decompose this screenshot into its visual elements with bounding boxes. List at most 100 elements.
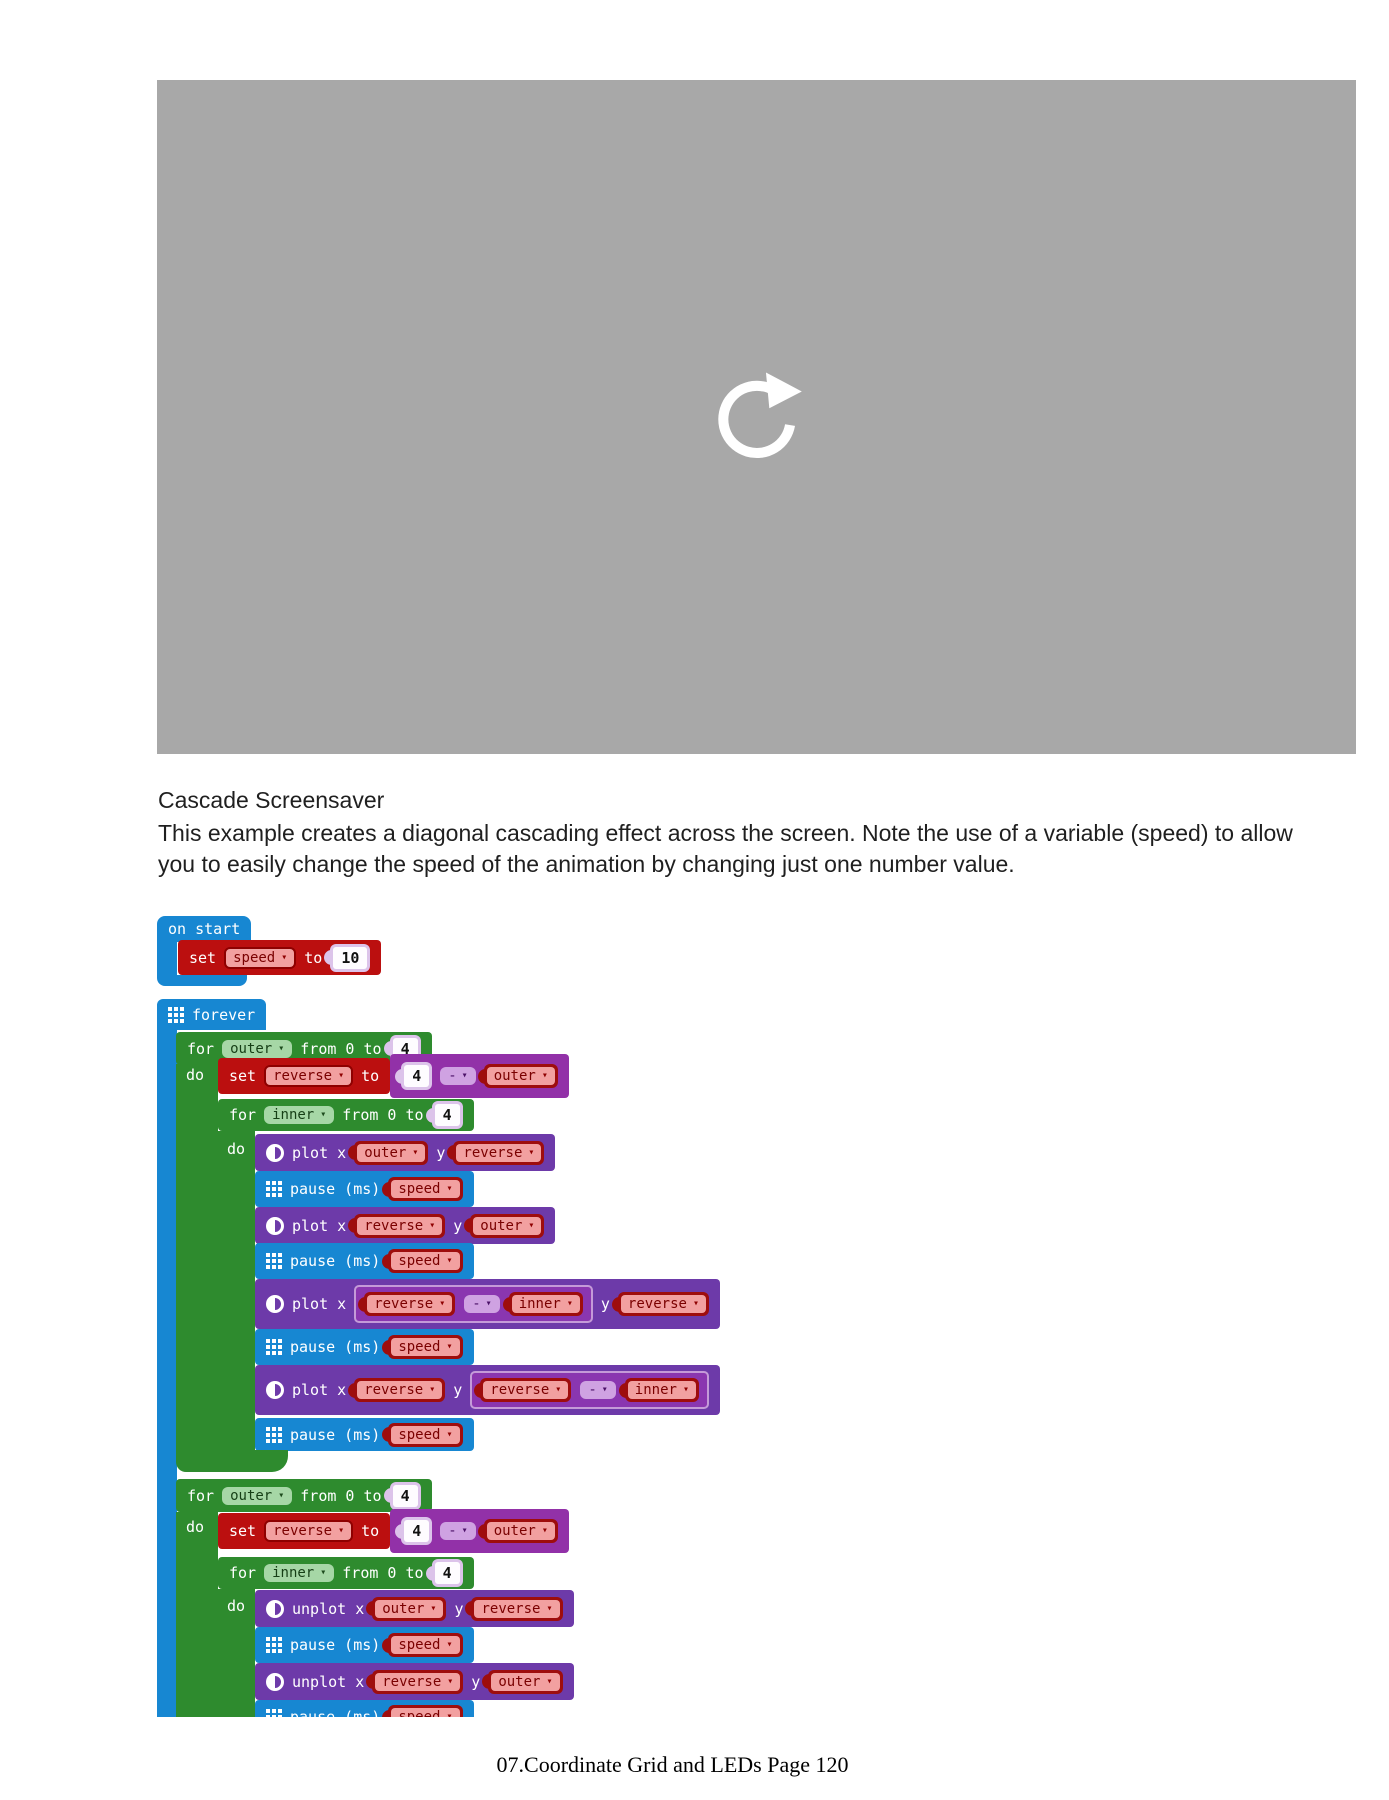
dropdown-arrow-icon: ▾ [485, 1298, 492, 1309]
math-subtract-block[interactable]: reverse ▾ - ▾ inner ▾ [354, 1285, 593, 1323]
variable-value[interactable]: inner ▾ [624, 1378, 699, 1402]
unplot-block[interactable]: unplot x outer ▾ y reverse ▾ [255, 1590, 574, 1627]
forever-block[interactable]: forever [157, 999, 267, 1030]
dropdown-arrow-icon: ▾ [541, 1525, 548, 1536]
for-loop-block[interactable]: for inner ▾ from 0 to 4 [218, 1557, 474, 1589]
operator-dropdown[interactable]: - ▾ [440, 1067, 476, 1085]
math-subtract-block[interactable]: reverse ▾ - ▾ inner ▾ [470, 1371, 709, 1409]
pause-block[interactable]: pause (ms) speed ▾ [255, 1627, 474, 1663]
variable-value[interactable]: outer ▾ [470, 1213, 545, 1238]
math-subtract-block[interactable]: 4 - ▾ outer ▾ [390, 1509, 569, 1553]
variable-value[interactable]: reverse ▾ [480, 1378, 572, 1402]
for-loop-block[interactable]: for inner ▾ from 0 to 4 [218, 1099, 474, 1131]
variable-value[interactable]: reverse ▾ [617, 1292, 709, 1316]
dropdown-arrow-icon: ▾ [338, 1525, 345, 1536]
number-slot[interactable]: 10 [330, 943, 371, 972]
dropdown-arrow-icon: ▾ [541, 1070, 548, 1081]
dropdown-arrow-icon: ▾ [566, 1298, 573, 1309]
variable-value[interactable]: outer ▾ [483, 1064, 558, 1088]
plot-block[interactable]: plot x reverse ▾ - ▾ inner ▾ y reverse ▾ [255, 1279, 720, 1329]
led-icon [266, 1143, 284, 1162]
dropdown-arrow-icon: ▾ [447, 1675, 454, 1687]
variable-dropdown[interactable]: outer ▾ [222, 1039, 293, 1058]
variable-value[interactable]: outer ▾ [372, 1596, 447, 1621]
variable-value[interactable]: reverse ▾ [453, 1140, 545, 1165]
dropdown-arrow-icon: ▾ [320, 1109, 327, 1120]
pause-block[interactable]: pause (ms) speed ▾ [255, 1171, 474, 1207]
variable-dropdown[interactable]: reverse ▾ [264, 1065, 354, 1087]
on-start-footer [157, 975, 247, 986]
variable-dropdown[interactable]: outer ▾ [222, 1486, 293, 1505]
variable-value[interactable]: outer ▾ [488, 1669, 563, 1694]
pause-block[interactable]: pause (ms) speed ▾ [255, 1243, 474, 1279]
set-variable-block[interactable]: set reverse ▾ to 4 - ▾ outer ▾ [218, 1509, 569, 1553]
dropdown-arrow-icon: ▾ [528, 1219, 535, 1231]
pause-block[interactable]: pause (ms) speed ▾ [255, 1700, 474, 1717]
dropdown-arrow-icon: ▾ [461, 1070, 468, 1081]
dropdown-arrow-icon: ▾ [601, 1384, 608, 1395]
on-start-spine [157, 941, 177, 976]
number-slot[interactable]: 4 [401, 1062, 433, 1090]
variable-value[interactable]: speed ▾ [388, 1249, 463, 1273]
section-title: Cascade Screensaver [158, 787, 385, 813]
variable-value[interactable]: inner ▾ [508, 1292, 583, 1316]
variable-value[interactable]: reverse ▾ [471, 1596, 563, 1621]
number-slot[interactable]: 4 [431, 1559, 463, 1587]
variable-value[interactable]: reverse ▾ [354, 1378, 446, 1402]
plot-block[interactable]: plot x reverse ▾ y reverse ▾ - ▾ inner ▾ [255, 1365, 720, 1415]
blocks-canvas: on start set speed ▾ to 10 forever for o… [0, 0, 1389, 1717]
for-loop-spine [176, 1512, 218, 1717]
for-loop-footer [176, 1450, 288, 1472]
variable-value[interactable]: speed ▾ [388, 1422, 463, 1447]
refresh-icon[interactable] [701, 359, 813, 476]
grid-icon [266, 1709, 282, 1717]
number-slot[interactable]: 4 [431, 1101, 463, 1129]
plot-block[interactable]: plot x outer ▾ y reverse ▾ [255, 1134, 556, 1171]
variable-value[interactable]: reverse ▾ [354, 1213, 446, 1238]
number-slot[interactable]: 4 [389, 1481, 421, 1510]
plot-block[interactable]: plot x reverse ▾ y outer ▾ [255, 1207, 556, 1244]
number-slot[interactable]: 4 [401, 1517, 433, 1545]
variable-value[interactable]: outer ▾ [354, 1140, 429, 1165]
pause-block[interactable]: pause (ms) speed ▾ [255, 1418, 474, 1451]
set-variable-block[interactable]: set reverse ▾ to 4 - ▾ outer ▾ [218, 1054, 569, 1098]
dropdown-arrow-icon: ▾ [412, 1146, 419, 1158]
led-icon [266, 1381, 284, 1399]
page-footer: 07.Coordinate Grid and LEDs Page 120 [496, 1752, 849, 1777]
dropdown-arrow-icon: ▾ [528, 1146, 535, 1158]
variable-dropdown[interactable]: reverse ▾ [264, 1520, 354, 1542]
led-icon [266, 1295, 284, 1313]
dropdown-arrow-icon: ▾ [461, 1525, 468, 1536]
operator-dropdown[interactable]: - ▾ [464, 1295, 500, 1313]
variable-value[interactable]: speed ▾ [388, 1335, 463, 1359]
dropdown-arrow-icon: ▾ [546, 1602, 553, 1614]
variable-dropdown[interactable]: inner ▾ [264, 1564, 335, 1582]
math-subtract-block[interactable]: 4 - ▾ outer ▾ [390, 1054, 569, 1098]
on-start-block[interactable]: on start [157, 916, 252, 942]
variable-value[interactable]: speed ▾ [388, 1705, 463, 1717]
variable-dropdown[interactable]: speed ▾ [224, 946, 297, 969]
variable-dropdown[interactable]: inner ▾ [264, 1106, 335, 1124]
grid-icon [266, 1426, 282, 1443]
variable-value[interactable]: outer ▾ [483, 1519, 558, 1543]
forever-spine [157, 1029, 177, 1717]
variable-value[interactable]: speed ▾ [388, 1633, 463, 1657]
unplot-block[interactable]: unplot x reverse ▾ y outer ▾ [255, 1663, 574, 1700]
led-icon [266, 1216, 284, 1235]
variable-value[interactable]: reverse ▾ [364, 1292, 456, 1316]
for-loop-block[interactable]: for outer ▾ from 0 to 4 [176, 1479, 432, 1512]
variable-value[interactable]: speed ▾ [388, 1177, 463, 1201]
dropdown-arrow-icon: ▾ [278, 1489, 285, 1501]
for-loop-spine [218, 1131, 255, 1452]
dropdown-arrow-icon: ▾ [430, 1602, 437, 1614]
operator-dropdown[interactable]: - ▾ [440, 1522, 476, 1540]
grid-icon [266, 1339, 282, 1355]
pause-block[interactable]: pause (ms) speed ▾ [255, 1329, 474, 1365]
do-label: do [227, 1140, 246, 1158]
grid-icon [266, 1253, 282, 1269]
dropdown-arrow-icon: ▾ [446, 1183, 453, 1194]
dropdown-arrow-icon: ▾ [682, 1384, 689, 1395]
set-variable-block[interactable]: set speed ▾ to 10 [178, 940, 382, 975]
variable-value[interactable]: reverse ▾ [372, 1669, 464, 1694]
operator-dropdown[interactable]: - ▾ [580, 1381, 616, 1399]
